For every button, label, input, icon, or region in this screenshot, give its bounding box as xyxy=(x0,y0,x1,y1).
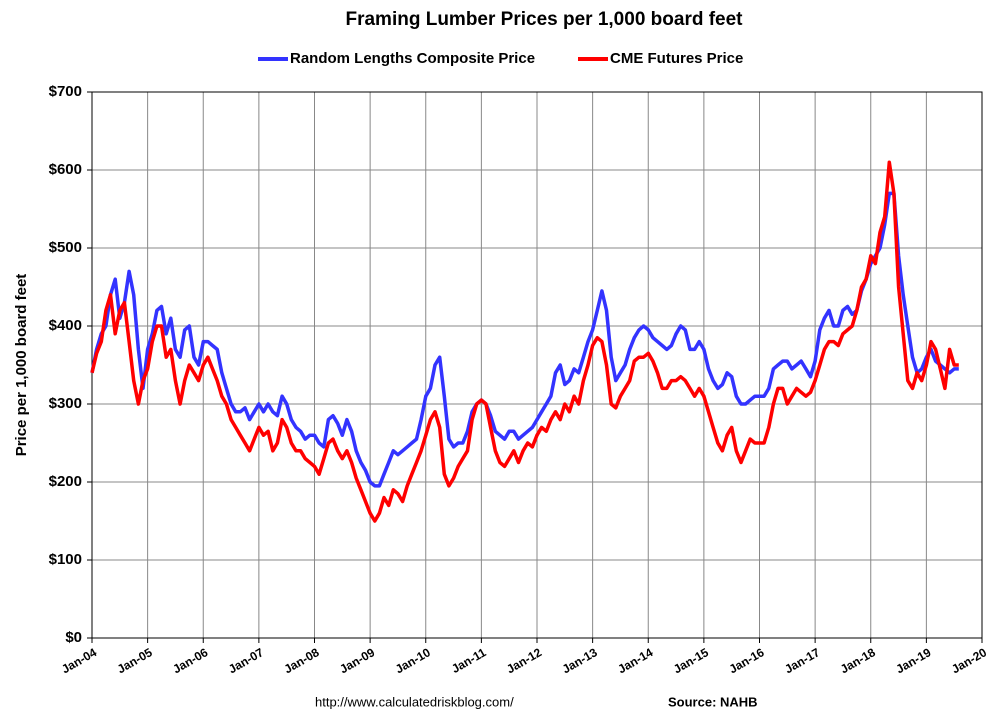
x-tick-label: Jan-14 xyxy=(615,645,655,676)
source-note: Source: NAHB xyxy=(668,694,758,709)
y-tick-label: $200 xyxy=(49,473,82,490)
legend-label: Random Lengths Composite Price xyxy=(290,50,535,67)
y-tick-label: $700 xyxy=(49,83,82,100)
legend-label: CME Futures Price xyxy=(610,50,743,67)
y-tick-label: $400 xyxy=(49,317,82,334)
x-tick-label: Jan-12 xyxy=(504,645,544,676)
y-tick-label: $500 xyxy=(49,239,82,256)
x-tick-label: Jan-15 xyxy=(671,645,711,676)
y-tick-label: $600 xyxy=(49,161,82,178)
y-tick-label: $300 xyxy=(49,395,82,412)
x-tick-label: Jan-06 xyxy=(170,645,210,676)
line-series xyxy=(90,160,959,523)
x-tick-label: Jan-19 xyxy=(894,645,934,676)
x-tick-label: Jan-08 xyxy=(282,645,322,676)
url-note: http://www.calculatedriskblog.com/ xyxy=(315,694,514,709)
x-tick-label: Jan-09 xyxy=(337,645,377,676)
x-tick-label: Jan-18 xyxy=(838,645,878,676)
x-tick-label: Jan-13 xyxy=(560,645,600,676)
y-tick-label: $0 xyxy=(65,629,82,646)
x-tick-label: Jan-04 xyxy=(59,645,99,676)
x-tick-label: Jan-16 xyxy=(727,645,767,676)
chart-title: Framing Lumber Prices per 1,000 board fe… xyxy=(345,9,743,30)
x-tick-label: Jan-10 xyxy=(393,645,433,676)
x-tick-label: Jan-07 xyxy=(226,645,266,676)
line-series xyxy=(90,191,959,488)
x-tick-label: Jan-20 xyxy=(949,645,989,676)
x-tick-label: Jan-05 xyxy=(115,645,155,676)
y-tick-label: $100 xyxy=(49,551,82,568)
x-tick-label: Jan-11 xyxy=(449,645,489,676)
x-tick-label: Jan-17 xyxy=(782,645,822,676)
y-axis-label: Price per 1,000 board feet xyxy=(13,274,30,457)
